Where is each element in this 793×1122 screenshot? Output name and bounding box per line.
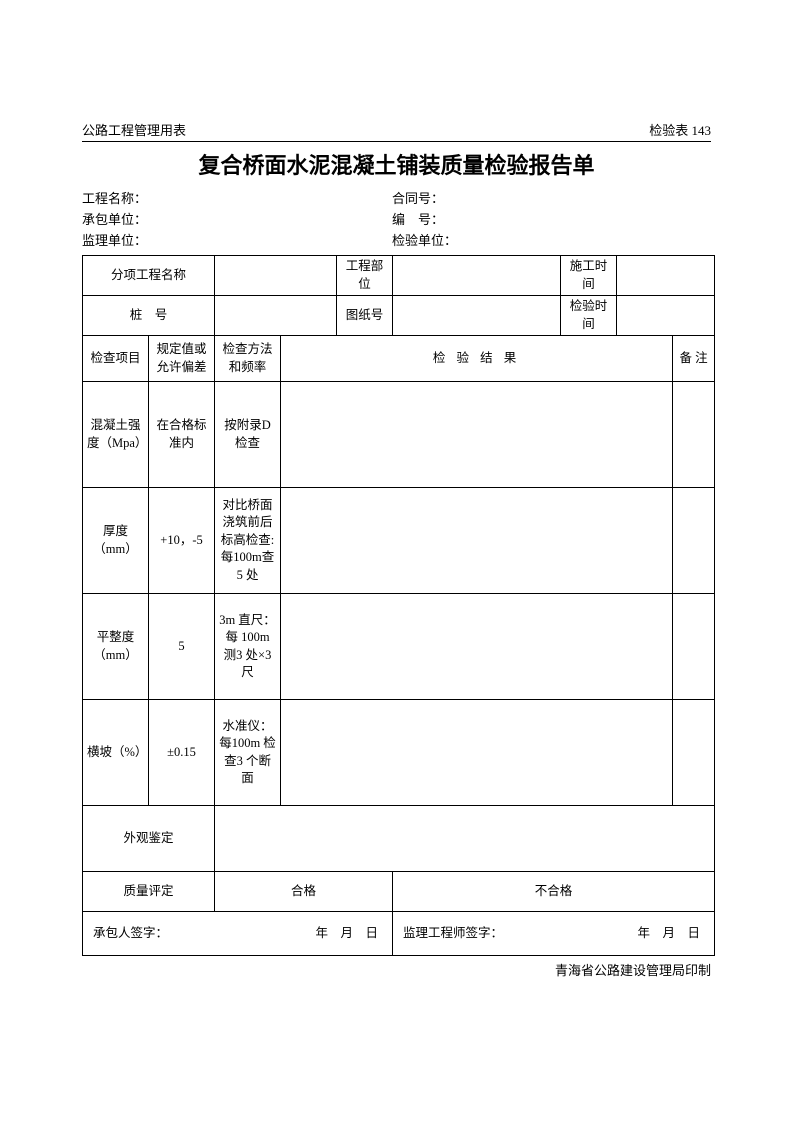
row-result (281, 488, 673, 594)
row-item: 平整度（mm） (83, 594, 149, 700)
contractor-sign-cell: 承包人签字： 年 月 日 (83, 912, 393, 956)
value-inspecttime (617, 296, 715, 336)
meta-row: 工程名称： 合同号： (82, 188, 711, 207)
label-appearance: 外观鉴定 (83, 806, 215, 872)
row-remark (673, 382, 715, 488)
row-item: 厚度（mm） (83, 488, 149, 594)
meta-project-name: 工程名称： (82, 188, 392, 207)
table-row: 分项工程名称 工程部位 施工时间 (83, 256, 715, 296)
meta-block: 工程名称： 合同号： 承包单位： 编 号： 监理单位： 检验单位： (82, 188, 711, 249)
label-method: 检查方法和频率 (215, 336, 281, 382)
row-method: 按附录D 检查 (215, 382, 281, 488)
label-checkitem: 检查项目 (83, 336, 149, 382)
row-item: 混凝土强度（Mpa） (83, 382, 149, 488)
inspection-table: 分项工程名称 工程部位 施工时间 桩 号 图纸号 检验时间 检查项目 规定值或允… (82, 255, 715, 956)
label-standard: 规定值或允许偏差 (149, 336, 215, 382)
row-method: 对比桥面浇筑前后标高检查: 每100m查5 处 (215, 488, 281, 594)
table-row: 质量评定 合格 不合格 (83, 872, 715, 912)
row-method: 3m 直尺：每 100m 测3 处×3 尺 (215, 594, 281, 700)
supervisor-sign-cell: 监理工程师签字： 年 月 日 (393, 912, 715, 956)
page-title: 复合桥面水泥混凝土铺装质量检验报告单 (82, 148, 711, 180)
label-result: 检 验 结 果 (281, 336, 673, 382)
row-result (281, 594, 673, 700)
row-item: 横坡（%） (83, 700, 149, 806)
row-std: 在合格标准内 (149, 382, 215, 488)
table-row: 承包人签字： 年 月 日 监理工程师签字： 年 月 日 (83, 912, 715, 956)
table-row: 混凝土强度（Mpa） 在合格标准内 按附录D 检查 (83, 382, 715, 488)
row-result (281, 700, 673, 806)
label-quality: 质量评定 (83, 872, 215, 912)
meta-number: 编 号： (392, 209, 711, 228)
row-remark (673, 488, 715, 594)
row-std: 5 (149, 594, 215, 700)
meta-supervisor: 监理单位： (82, 230, 392, 249)
label-constructtime: 施工时间 (561, 256, 617, 296)
table-row: 平整度（mm） 5 3m 直尺：每 100m 测3 处×3 尺 (83, 594, 715, 700)
value-drawingno (393, 296, 561, 336)
row-method: 水准仪：每100m 检查3 个断面 (215, 700, 281, 806)
meta-row: 监理单位： 检验单位： (82, 230, 711, 249)
label-pass: 合格 (215, 872, 393, 912)
meta-inspect-unit: 检验单位： (392, 230, 711, 249)
row-std: +10，-5 (149, 488, 215, 594)
row-result (281, 382, 673, 488)
table-row: 桩 号 图纸号 检验时间 (83, 296, 715, 336)
table-row: 厚度（mm） +10，-5 对比桥面浇筑前后标高检查: 每100m查5 处 (83, 488, 715, 594)
label-remark: 备 注 (673, 336, 715, 382)
table-row: 检查项目 规定值或允许偏差 检查方法和频率 检 验 结 果 备 注 (83, 336, 715, 382)
value-pileno (215, 296, 337, 336)
row-remark (673, 700, 715, 806)
value-constructtime (617, 256, 715, 296)
meta-contractor: 承包单位： (82, 209, 392, 228)
label-drawingno: 图纸号 (337, 296, 393, 336)
label-pileno: 桩 号 (83, 296, 215, 336)
meta-row: 承包单位： 编 号： (82, 209, 711, 228)
row-remark (673, 594, 715, 700)
label-fail: 不合格 (393, 872, 715, 912)
header-line: 公路工程管理用表 检验表 143 (82, 120, 711, 142)
value-appearance (215, 806, 715, 872)
value-subproject (215, 256, 337, 296)
supervisor-sign-label: 监理工程师签字： (403, 926, 503, 940)
table-row: 横坡（%） ±0.15 水准仪：每100m 检查3 个断面 (83, 700, 715, 806)
header-right: 检验表 143 (649, 120, 711, 139)
supervisor-date: 年 月 日 (638, 925, 711, 943)
row-std: ±0.15 (149, 700, 215, 806)
contractor-sign-label: 承包人签字： (93, 926, 168, 940)
label-inspecttime: 检验时间 (561, 296, 617, 336)
value-projectpart (393, 256, 561, 296)
label-subproject: 分项工程名称 (83, 256, 215, 296)
header-left: 公路工程管理用表 (82, 120, 186, 139)
table-row: 外观鉴定 (83, 806, 715, 872)
footer-note: 青海省公路建设管理局印制 (82, 960, 711, 979)
label-projectpart: 工程部位 (337, 256, 393, 296)
contractor-date: 年 月 日 (316, 925, 389, 943)
meta-contract-no: 合同号： (392, 188, 711, 207)
